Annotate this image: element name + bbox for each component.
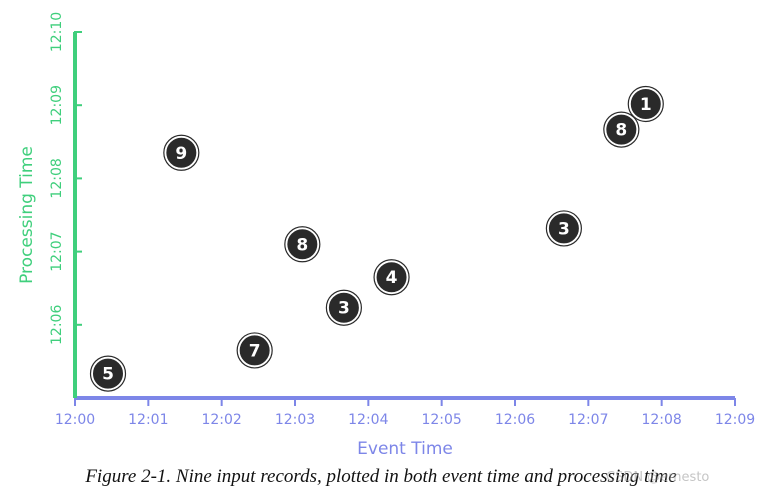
data-point: 3 bbox=[325, 289, 362, 326]
point-marker bbox=[546, 211, 581, 246]
point-marker bbox=[326, 290, 361, 325]
point-label: 4 bbox=[386, 268, 398, 288]
y-tick-label: 12:09 bbox=[49, 85, 65, 125]
x-axis-title: Event Time bbox=[357, 439, 453, 459]
point-marker bbox=[604, 112, 639, 147]
x-tick-label: 12:07 bbox=[568, 412, 608, 428]
point-label: 7 bbox=[249, 341, 261, 361]
point-label: 3 bbox=[558, 219, 570, 239]
point-marker bbox=[628, 86, 663, 121]
x-axis: 12:00 12:01 12:02 12:03 12:04 12:05 12:06 12:07… bbox=[55, 396, 755, 428]
point-marker-ring bbox=[603, 111, 640, 148]
x-tick-label: 12:04 bbox=[348, 412, 388, 428]
point-label: 5 bbox=[102, 365, 114, 385]
y-tick-label: 12:08 bbox=[49, 158, 65, 198]
y-tick-label: 12:07 bbox=[49, 231, 65, 271]
scatter-chart: 12:00 12:01 12:02 12:03 12:04 12:05 12:06 12:07… bbox=[17, 12, 755, 459]
x-tick-label: 12:05 bbox=[421, 412, 461, 428]
y-tick-label: 12:06 bbox=[49, 305, 65, 345]
data-point: 3 bbox=[545, 210, 582, 247]
data-point: 9 bbox=[163, 134, 200, 171]
point-marker bbox=[285, 227, 320, 262]
watermark: CSDN @ernesto bbox=[606, 470, 710, 485]
data-point: 7 bbox=[236, 332, 273, 369]
point-marker-ring bbox=[163, 134, 200, 171]
x-tick-label: 12:00 bbox=[55, 412, 95, 428]
x-tick-label: 12:09 bbox=[715, 412, 755, 428]
point-marker-ring bbox=[236, 332, 273, 369]
data-point: 4 bbox=[373, 259, 410, 296]
point-label: 9 bbox=[175, 144, 187, 164]
point-label: 8 bbox=[296, 235, 308, 255]
point-marker bbox=[374, 260, 409, 295]
y-axis-title: Processing Time bbox=[17, 146, 37, 284]
point-marker-ring bbox=[627, 85, 664, 123]
point-marker-ring bbox=[545, 210, 582, 247]
point-marker-ring bbox=[89, 355, 127, 392]
point-marker bbox=[237, 333, 272, 368]
data-point: 5 bbox=[89, 355, 127, 392]
y-tick-label: 12:10 bbox=[49, 12, 65, 52]
point-marker-ring bbox=[325, 289, 362, 326]
x-tick-label: 12:03 bbox=[275, 412, 315, 428]
point-marker bbox=[164, 135, 199, 170]
x-tick-label: 12:06 bbox=[495, 412, 535, 428]
point-marker-ring bbox=[373, 259, 410, 296]
data-point: 8 bbox=[603, 111, 640, 148]
x-tick-label: 12:01 bbox=[128, 412, 168, 428]
data-point: 1 bbox=[627, 85, 664, 123]
point-label: 3 bbox=[338, 299, 350, 319]
x-tick-label: 12:02 bbox=[201, 412, 241, 428]
point-marker bbox=[91, 356, 125, 391]
figure-caption: Figure 2-1. Nine input records, plotted … bbox=[85, 466, 677, 487]
point-marker-ring bbox=[284, 226, 321, 263]
x-tick-label: 12:08 bbox=[641, 412, 681, 428]
y-axis: 12:10 12:09 12:08 12:07 12:06 bbox=[49, 12, 82, 398]
point-label: 1 bbox=[640, 95, 652, 115]
data-point: 8 bbox=[284, 226, 321, 263]
point-label: 8 bbox=[615, 121, 627, 141]
